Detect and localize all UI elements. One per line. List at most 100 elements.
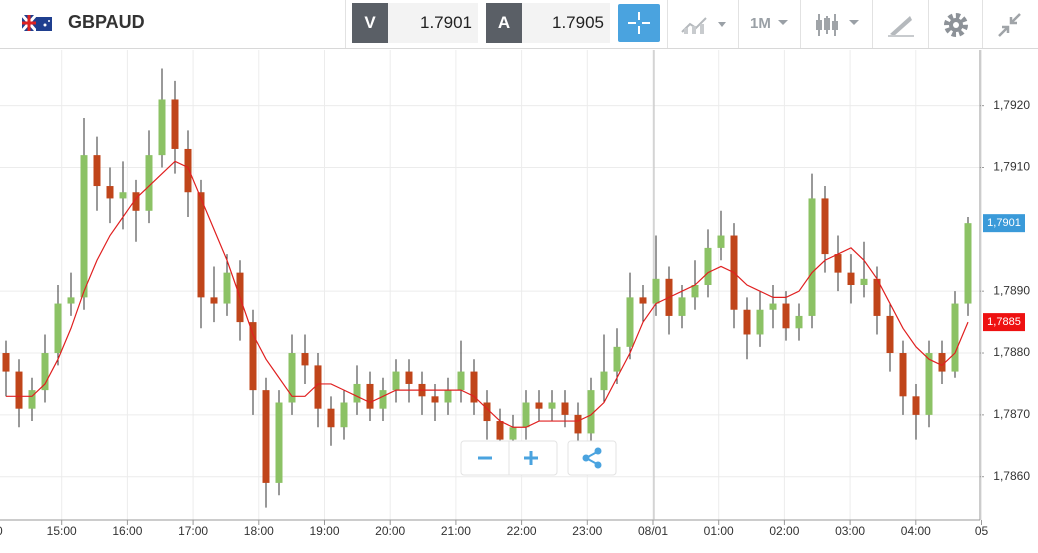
candle-body [899,353,907,397]
flag-icon [22,15,52,31]
candle-body [522,402,530,428]
timeframe[interactable]: 1M [750,15,771,32]
candle-body [847,272,855,285]
candle [652,235,660,316]
candle [925,340,933,428]
candle-body [717,235,725,248]
x-tick-label: 03:00 [835,524,865,538]
x-tick-label: 16:00 [112,524,142,538]
share-button[interactable] [567,440,617,476]
candle-body [444,390,452,403]
ask-label: A [486,3,522,43]
x-tick-label: 01:00 [704,524,734,538]
candle [834,235,842,292]
candle [28,377,36,422]
price-marker [983,214,1025,233]
candle-type-button[interactable] [815,12,861,38]
candle [210,266,218,323]
candle-body [327,408,335,428]
candle-body [756,309,764,335]
collapse-button[interactable] [996,12,1024,38]
candle-body [769,303,777,310]
timeframe-arrow [778,20,788,25]
candle-body [262,390,270,483]
candle-body [210,297,218,304]
draw-button[interactable] [886,12,916,38]
candle [171,80,179,174]
candle [288,334,296,415]
candle-body [561,402,569,415]
price-marker-label: 1,7901 [987,217,1021,229]
candle-body [548,402,556,409]
candle [444,377,452,415]
candle [314,353,322,428]
candle-body [587,390,595,434]
x-tick-label: 20:00 [375,524,405,538]
candle-body [249,322,257,391]
candle [80,118,88,310]
zoom-in[interactable] [524,451,538,465]
candle-body [15,371,23,409]
candle [223,254,231,316]
candle-body [912,396,920,415]
candle-body [535,402,543,409]
moving-average [6,160,969,428]
candle [353,365,361,415]
candle [379,377,387,422]
candle-body [93,155,101,187]
candle [366,371,374,422]
candle-body [860,278,868,285]
ask-price[interactable]: 1.7905 [522,3,610,43]
chart-type-button[interactable] [680,14,730,36]
y-tick-label: 1,7910 [993,160,1030,174]
candle-body [678,297,686,316]
y-tick-label: 1,7860 [993,469,1030,483]
candle-body [821,198,829,255]
candle [600,334,608,403]
candle-body [366,383,374,409]
bid-label: V [352,3,388,43]
separator [738,0,739,48]
y-tick-label: 1,7890 [993,283,1030,297]
x-tick-label: 02:00 [769,524,799,538]
candle [821,186,829,273]
candle [860,241,868,298]
candle-body [132,192,140,211]
x-tick-label: 05 [975,524,989,538]
candle-body [509,427,517,440]
candle [457,340,465,403]
candle [912,383,920,440]
candle [717,210,725,261]
candle-body [808,198,816,316]
candle [470,359,478,415]
symbol: GBPAUD [68,12,145,32]
candle [392,359,400,403]
candle [886,303,894,372]
separator [345,0,346,48]
candle-body [691,285,699,298]
candle [262,377,270,508]
candle-body [782,303,790,329]
candle-body [197,192,205,298]
candle-body [574,414,582,434]
candle-body [340,402,348,428]
candle [704,229,712,298]
candle-body [145,155,153,211]
bid-price[interactable]: 1.7901 [388,3,478,43]
candle-body [67,297,75,304]
settings-button[interactable] [942,11,970,39]
candle-body [964,223,972,304]
candle [405,359,413,403]
y-tick-label: 1,7870 [993,407,1030,421]
candle-body [431,396,439,403]
x-tick-label: 17:00 [178,524,208,538]
y-tick-label: 1,7920 [993,98,1030,112]
candle-body [886,315,894,354]
candle [2,340,10,397]
crosshair-button[interactable] [618,4,660,42]
candle [782,291,790,341]
candle [548,390,556,422]
candle-body [106,186,114,199]
